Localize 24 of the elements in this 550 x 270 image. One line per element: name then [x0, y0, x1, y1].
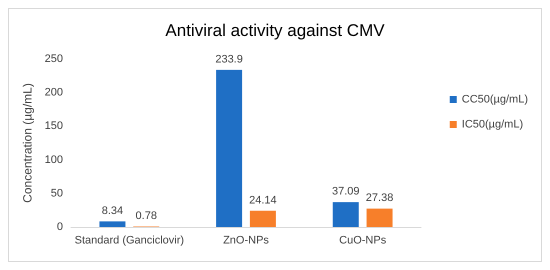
data-label: 24.14: [249, 194, 277, 206]
y-tick-label: 100: [44, 154, 63, 166]
y-tick-label: 250: [44, 53, 63, 65]
y-tick-label: 0: [56, 221, 63, 233]
bar: [250, 210, 276, 227]
y-tick-label: 200: [44, 86, 63, 99]
bar: [366, 208, 393, 227]
x-tick-label: Standard (Ganciclovir): [74, 234, 184, 246]
bar: [216, 70, 242, 227]
x-tick-label: ZnO-NPs: [223, 234, 270, 246]
data-label: 8.34: [102, 204, 124, 217]
data-label: 0.78: [136, 210, 157, 222]
bar: [332, 202, 359, 227]
data-label: 233.9: [215, 53, 243, 66]
legend-label: CC50(µg/mL): [462, 94, 528, 106]
bar: [99, 221, 126, 227]
y-tick-label: 150: [44, 120, 63, 132]
legend-label: IC50(µg/mL): [462, 118, 524, 130]
y-axis-title: Concentration (µg/mL): [20, 83, 35, 203]
data-label: 37.09: [332, 186, 360, 198]
data-label: 27.38: [366, 192, 394, 204]
chart-title: Antiviral activity against CMV: [165, 21, 386, 40]
y-tick-label: 50: [50, 187, 63, 200]
x-tick-label: CuO-NPs: [339, 234, 387, 246]
